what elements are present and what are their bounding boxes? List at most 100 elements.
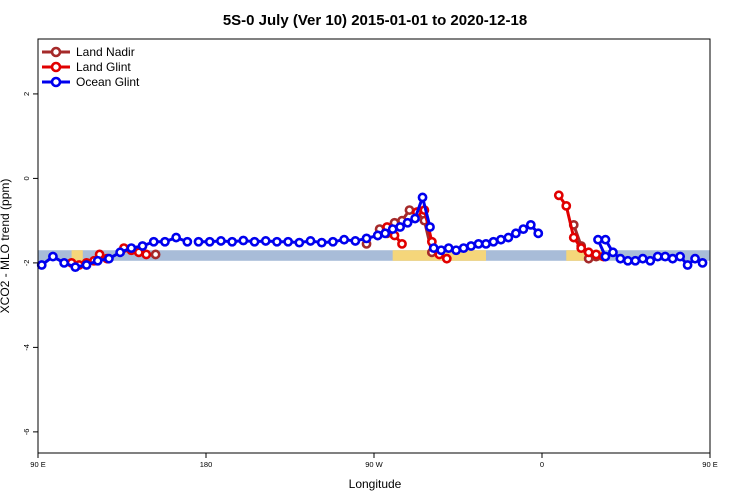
data-point [451, 245, 462, 256]
data-point [402, 217, 413, 228]
data-point [141, 249, 152, 260]
data-point [339, 234, 350, 245]
data-point [48, 251, 58, 262]
data-point [70, 262, 81, 273]
data-point [410, 213, 420, 224]
reference-band [38, 250, 710, 261]
chart-title: 5S-0 July (Ver 10) 2015-01-01 to 2020-12… [223, 12, 527, 29]
data-point [92, 255, 103, 266]
data-point [591, 249, 602, 260]
series-layer [36, 190, 708, 273]
data-point [510, 228, 521, 239]
data-point [645, 255, 656, 266]
y-tick-label: 0 [22, 176, 31, 180]
data-point [553, 190, 564, 201]
legend-marker [50, 46, 62, 58]
data-point [204, 236, 215, 247]
data-point [630, 255, 641, 266]
data-point [466, 241, 476, 251]
data-point [249, 236, 260, 247]
data-point [503, 232, 514, 243]
data-point [36, 260, 47, 270]
legend-label: Ocean Glint [76, 75, 140, 89]
data-point [637, 253, 648, 264]
data-point [316, 237, 327, 248]
y-axis: 2 0 -2 -4 -6 [22, 92, 38, 435]
data-point [395, 222, 406, 232]
data-point [305, 236, 316, 246]
data-point [600, 251, 611, 262]
data-point [328, 236, 338, 247]
data-point [441, 253, 452, 264]
x-axis: 90 E 180 90 W 0 90 E [30, 453, 718, 469]
data-point [182, 236, 193, 247]
data-point [436, 245, 447, 256]
data-point [227, 236, 238, 247]
data-point [137, 241, 148, 251]
data-point [350, 236, 361, 246]
x-tick-label: 0 [540, 460, 544, 469]
data-point [568, 232, 579, 243]
data-point [473, 238, 484, 249]
data-point [260, 236, 271, 246]
data-point [518, 224, 529, 235]
data-point [59, 257, 70, 268]
data-point [104, 253, 114, 264]
data-point [593, 234, 603, 245]
data-point [583, 247, 594, 258]
data-point [387, 224, 398, 235]
data-point [667, 253, 678, 264]
y-tick-label: -2 [22, 260, 31, 267]
data-point [126, 243, 137, 254]
data-point [488, 236, 499, 247]
x-tick-label: 180 [200, 460, 213, 469]
data-point [115, 247, 126, 258]
legend-marker [50, 61, 62, 73]
data-point [652, 251, 663, 262]
legend-marker [50, 76, 62, 88]
data-point [283, 236, 294, 247]
y-tick-label: 2 [22, 92, 31, 96]
data-point [171, 232, 182, 243]
legend-label: Land Glint [76, 60, 131, 74]
data-point [660, 251, 671, 262]
data-point [361, 233, 372, 244]
data-point [193, 236, 204, 247]
y-axis-label: XCO2 - MLO trend (ppm) [0, 179, 12, 314]
data-point [458, 243, 469, 254]
data-point [294, 237, 305, 248]
data-point [697, 257, 708, 268]
x-axis-label: Longitude [349, 477, 402, 491]
data-point [496, 234, 506, 245]
data-point [525, 219, 536, 230]
y-tick-label: -6 [22, 429, 31, 436]
data-point [682, 260, 693, 270]
data-point [608, 247, 618, 258]
data-point [397, 238, 407, 249]
data-point [380, 228, 391, 239]
x-tick-label: 90 E [702, 460, 717, 469]
data-point [576, 243, 587, 254]
data-point [160, 236, 170, 247]
data-point [150, 249, 161, 260]
data-point [372, 230, 383, 241]
data-point [622, 255, 633, 266]
data-point [600, 234, 611, 245]
land-region [71, 250, 83, 261]
data-point [675, 251, 686, 262]
x-tick-label: 90 E [30, 460, 45, 469]
data-point [561, 200, 572, 211]
legend-label: Land Nadir [76, 45, 135, 59]
y-tick-label: -4 [22, 344, 31, 351]
data-point [216, 236, 226, 246]
data-point [690, 253, 700, 264]
data-point [425, 222, 435, 232]
data-point [404, 205, 415, 215]
data-point [272, 236, 282, 247]
data-point [417, 192, 428, 203]
data-point [238, 235, 249, 246]
data-point [428, 243, 439, 254]
data-point [148, 236, 159, 247]
